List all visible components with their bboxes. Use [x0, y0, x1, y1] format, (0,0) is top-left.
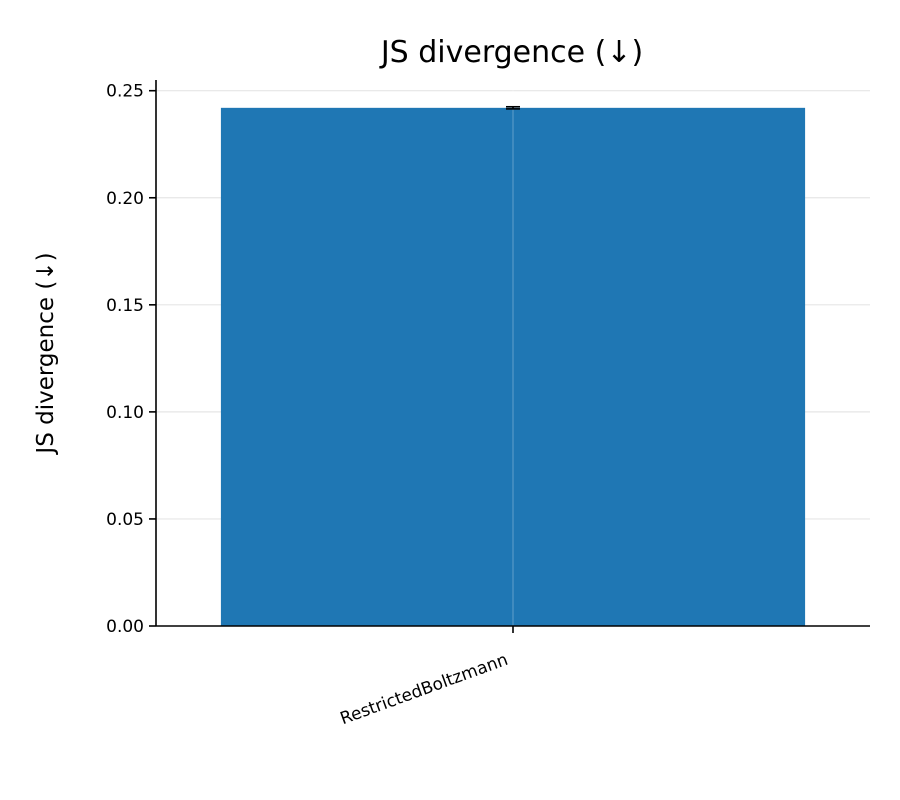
error-bars	[506, 105, 520, 110]
y-tick-label: 0.05	[106, 510, 144, 530]
y-tick-label: 0.20	[106, 189, 144, 209]
chart-title: JS divergence (↓)	[379, 35, 643, 70]
y-tick-label: 0.15	[106, 296, 144, 316]
x-ticks: RestrictedBoltzmann	[338, 626, 514, 729]
y-tick-label: 0.00	[106, 617, 144, 637]
x-tick-label: RestrictedBoltzmann	[338, 650, 511, 729]
y-axis-label: JS divergence (↓)	[33, 252, 59, 455]
y-tick-label: 0.10	[106, 403, 144, 423]
y-ticks: 0.00 0.05 0.10 0.15 0.20 0.25	[106, 82, 156, 637]
y-tick-label: 0.25	[106, 82, 144, 102]
bar	[220, 107, 806, 626]
bars	[220, 80, 806, 626]
